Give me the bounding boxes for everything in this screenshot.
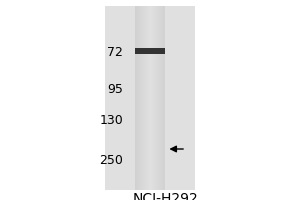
Bar: [136, 6, 137, 190]
Bar: [147, 6, 148, 190]
Bar: [156, 6, 157, 190]
Bar: [135, 6, 165, 190]
Bar: [141, 6, 142, 190]
Bar: [143, 6, 144, 190]
Bar: [137, 6, 138, 190]
Bar: [160, 6, 161, 190]
Bar: [149, 6, 150, 190]
Bar: [138, 6, 139, 190]
Bar: [163, 6, 164, 190]
Bar: [140, 6, 141, 190]
Bar: [148, 6, 149, 190]
Bar: [162, 6, 163, 190]
Text: 250: 250: [99, 154, 123, 166]
Bar: [145, 6, 146, 190]
Bar: [157, 6, 158, 190]
Bar: [105, 6, 195, 190]
Bar: [153, 6, 154, 190]
Text: 130: 130: [99, 114, 123, 127]
Text: NCI-H292: NCI-H292: [132, 192, 198, 200]
Text: 95: 95: [107, 83, 123, 96]
Bar: [135, 6, 136, 190]
Bar: [159, 6, 160, 190]
Bar: [155, 6, 156, 190]
Bar: [161, 6, 162, 190]
Bar: [139, 6, 140, 190]
Bar: [144, 6, 145, 190]
Bar: [164, 6, 165, 190]
Bar: [152, 6, 153, 190]
Bar: [154, 6, 155, 190]
Text: 72: 72: [107, 46, 123, 58]
Bar: [150, 6, 151, 190]
Bar: [142, 6, 143, 190]
Bar: [146, 6, 147, 190]
Bar: [158, 6, 159, 190]
Bar: [135, 48, 165, 53]
Bar: [151, 6, 152, 190]
